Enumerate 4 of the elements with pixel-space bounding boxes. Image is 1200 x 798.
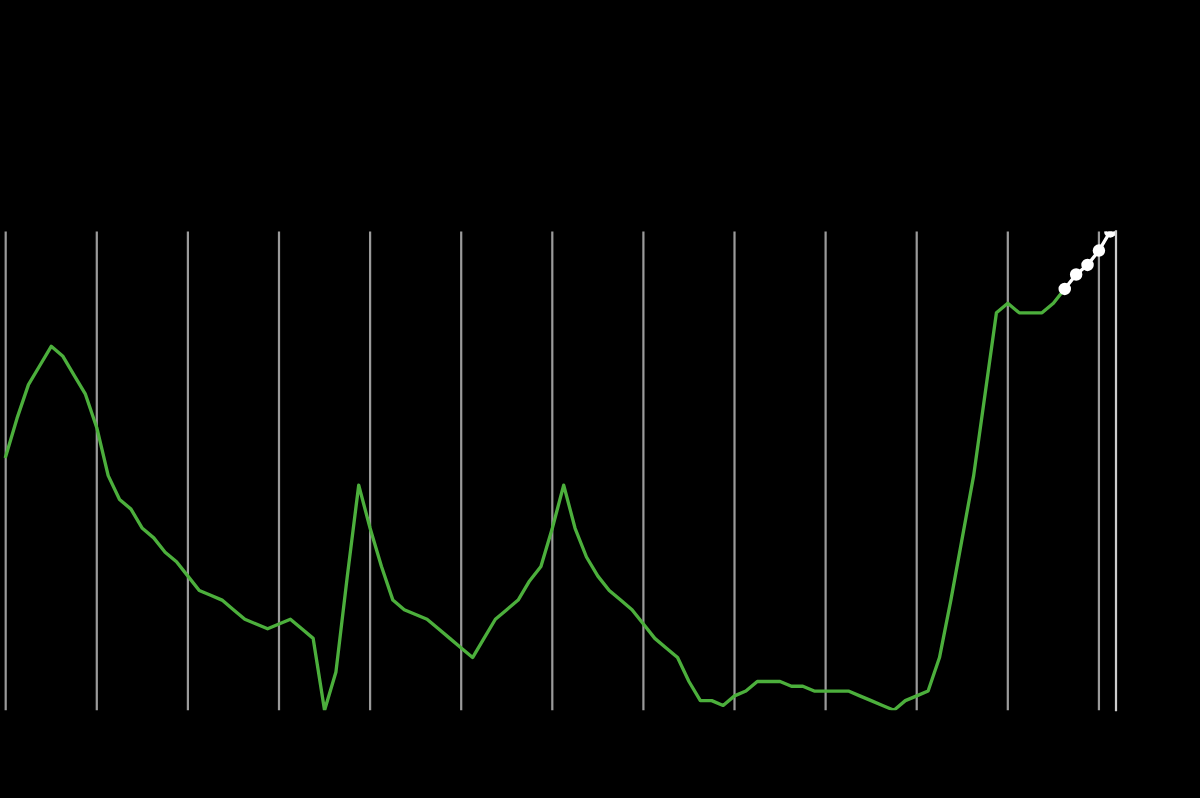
- point: [1058, 282, 1072, 296]
- point: [1069, 268, 1083, 281]
- point: [1092, 244, 1106, 257]
- point: [1081, 258, 1094, 272]
